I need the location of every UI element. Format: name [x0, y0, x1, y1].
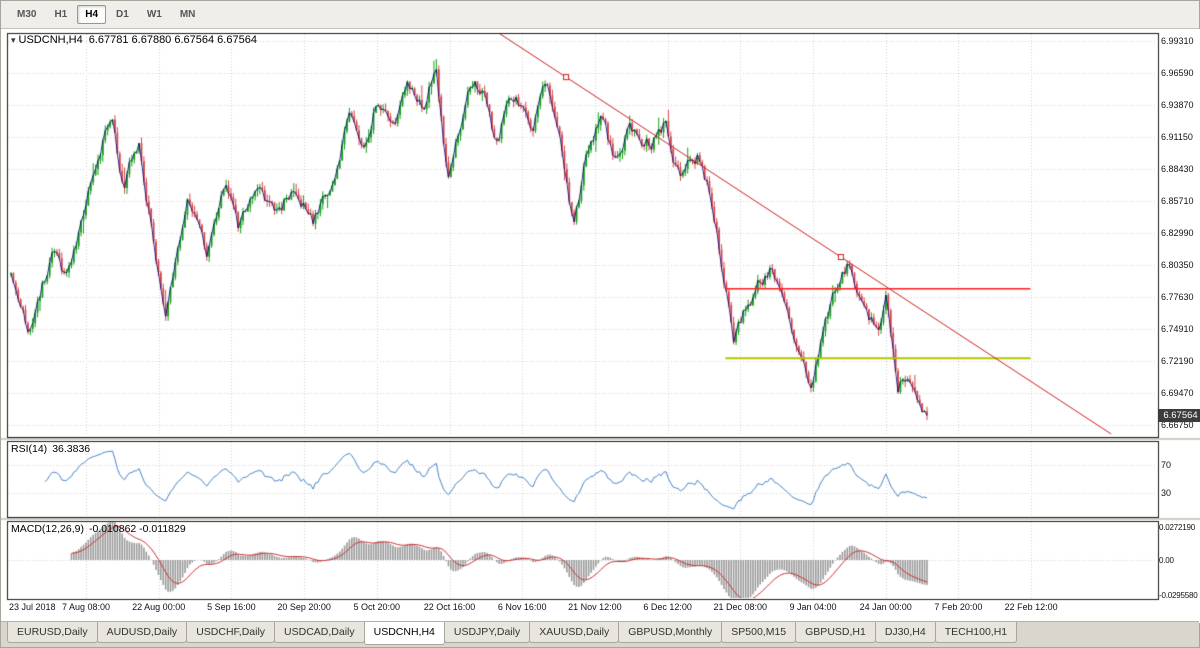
tab-usdcnh-h4[interactable]: USDCNH,H4	[363, 622, 445, 645]
tab-usdchf-daily[interactable]: USDCHF,Daily	[186, 622, 276, 643]
tab-gbpusd-monthly[interactable]: GBPUSD,Monthly	[618, 622, 723, 643]
timeframe-toolbar: M30 H1 H4 D1 W1 MN	[1, 1, 1199, 29]
tab-tech100-h1[interactable]: TECH100,H1	[934, 622, 1018, 643]
timeframe-button-h4[interactable]: H4	[77, 5, 107, 24]
tab-eurusd-daily[interactable]: EURUSD,Daily	[7, 622, 98, 643]
timeframe-button-h1[interactable]: H1	[54, 9, 68, 20]
tab-sp500-m15[interactable]: SP500,M15	[721, 622, 797, 643]
tab-gbpusd-h1[interactable]: GBPUSD,H1	[795, 622, 876, 643]
tab-audusd-daily[interactable]: AUDUSD,Daily	[96, 622, 188, 643]
timeframe-button-w1[interactable]: W1	[146, 9, 162, 20]
tab-usdcad-daily[interactable]: USDCAD,Daily	[274, 622, 365, 643]
chart-tabs-bar: EURUSD,Daily AUDUSD,Daily USDCHF,Daily USDC…	[1, 621, 1199, 647]
timeframe-button-mn[interactable]: MN	[179, 9, 196, 20]
timeframe-button-m30[interactable]: M30	[17, 9, 37, 20]
tab-dj30-h4[interactable]: DJ30,H4	[874, 622, 936, 643]
candlestick-chart-canvas[interactable]	[1, 29, 1200, 623]
tab-xauusd-daily[interactable]: XAUUSD,Daily	[529, 622, 620, 643]
timeframe-button-d1[interactable]: D1	[116, 9, 129, 20]
tab-usdjpy-daily[interactable]: USDJPY,Daily	[443, 622, 531, 643]
